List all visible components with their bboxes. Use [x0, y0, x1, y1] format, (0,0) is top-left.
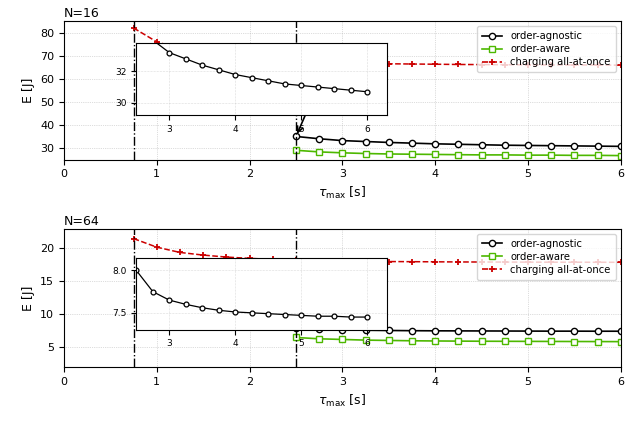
Text: N=16: N=16 [64, 7, 100, 20]
X-axis label: $\tau_{\mathrm{max}}$ [s]: $\tau_{\mathrm{max}}$ [s] [318, 185, 367, 201]
Y-axis label: E [J]: E [J] [22, 285, 35, 311]
Y-axis label: E [J]: E [J] [22, 78, 35, 103]
X-axis label: $\tau_{\mathrm{max}}$ [s]: $\tau_{\mathrm{max}}$ [s] [318, 392, 367, 408]
Text: N=64: N=64 [64, 214, 100, 227]
Legend: order-agnostic, order-aware, charging all-at-once: order-agnostic, order-aware, charging al… [477, 234, 616, 280]
Legend: order-agnostic, order-aware, charging all-at-once: order-agnostic, order-aware, charging al… [477, 26, 616, 72]
